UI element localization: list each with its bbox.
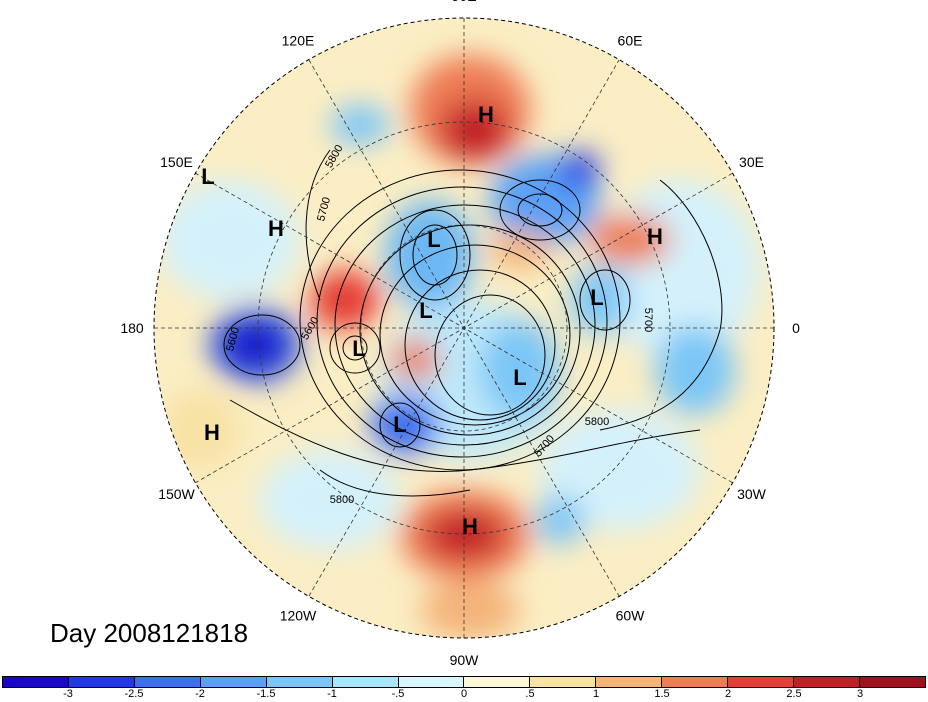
colorbar-tick: -.5 — [391, 688, 405, 700]
contour-label: 5700 — [642, 308, 654, 332]
colorbar-swatch — [398, 677, 465, 687]
colorbar-swatch — [530, 677, 597, 687]
colorbar-swatch — [794, 677, 860, 687]
colorbar-swatch — [464, 677, 531, 687]
colorbar-tick: 2 — [724, 688, 732, 700]
colorbar-swatch — [859, 677, 925, 687]
colorbar-tick: -2 — [195, 688, 205, 700]
colorbar-swatch — [728, 677, 795, 687]
anomaly-field — [154, 18, 774, 638]
longitude-label: 150E — [160, 154, 193, 170]
high-pressure-label: H — [647, 224, 663, 249]
colorbar-tick: -2.5 — [124, 688, 144, 700]
colorbar-swatch — [68, 677, 135, 687]
colorbar-tick: 3 — [856, 688, 864, 700]
low-pressure-label: L — [427, 227, 440, 252]
map-boundary — [153, 17, 775, 639]
low-pressure-label: L — [513, 365, 526, 390]
contour-label: 5800 — [330, 494, 354, 506]
colorbar-swatch — [3, 677, 69, 687]
high-pressure-label: H — [204, 420, 220, 445]
longitude-label: 180 — [120, 320, 144, 336]
colorbar-tick-labels: -3 -2.5 -2 -1.5 -1 -.5 0 .5 1 1.5 2 2.5 3 — [0, 688, 928, 702]
colorbar-tick: 0 — [460, 688, 468, 700]
longitude-label: 120W — [280, 608, 317, 624]
longitude-label: 90E — [452, 0, 477, 4]
colorbar-swatch — [332, 677, 399, 687]
colorbar-tick: 1 — [592, 688, 600, 700]
polar-map: 90E 60E 30E 0 30W 60W 90W 120W 150W 180 150E 120E H… — [120, 0, 800, 668]
low-pressure-label: L — [201, 164, 214, 189]
colorbar-tick: -1 — [327, 688, 337, 700]
colorbar-tick: .5 — [525, 688, 535, 700]
low-pressure-label: L — [352, 336, 365, 361]
longitude-label: 60W — [616, 608, 646, 624]
longitude-label: 120E — [282, 33, 315, 49]
longitude-label: 0 — [792, 320, 800, 336]
longitude-label: 30E — [739, 154, 764, 170]
colorbar — [2, 676, 926, 688]
high-pressure-label: H — [462, 514, 478, 539]
colorbar-swatch — [662, 677, 729, 687]
contour-label: 5800 — [585, 416, 609, 428]
high-pressure-label: H — [478, 102, 494, 127]
colorbar-swatch — [134, 677, 201, 687]
graticule — [154, 18, 774, 638]
low-pressure-label: L — [393, 412, 406, 437]
colorbar-swatch — [596, 677, 663, 687]
colorbar-swatch — [200, 677, 267, 687]
height-contours — [223, 149, 723, 497]
colorbar-swatch — [266, 677, 333, 687]
longitude-label: 150W — [158, 486, 195, 502]
low-pressure-label: L — [419, 298, 432, 323]
high-pressure-label: H — [268, 216, 284, 241]
colorbar-tick: 2.5 — [786, 688, 802, 700]
pressure-center-labels: H L L H H L L L L L H H — [201, 102, 663, 539]
map-title: Day 2008121818 — [50, 618, 249, 648]
colorbar-tick: -3 — [63, 688, 73, 700]
low-pressure-label: L — [590, 285, 603, 310]
longitude-labels: 90E 60E 30E 0 30W 60W 90W 120W 150W 180 150E 120E — [120, 0, 800, 668]
longitude-label: 30W — [737, 486, 767, 502]
longitude-label: 60E — [618, 33, 643, 49]
colorbar-tick: 1.5 — [654, 688, 670, 700]
longitude-label: 90W — [450, 652, 480, 668]
colorbar-tick: -1.5 — [256, 688, 276, 700]
